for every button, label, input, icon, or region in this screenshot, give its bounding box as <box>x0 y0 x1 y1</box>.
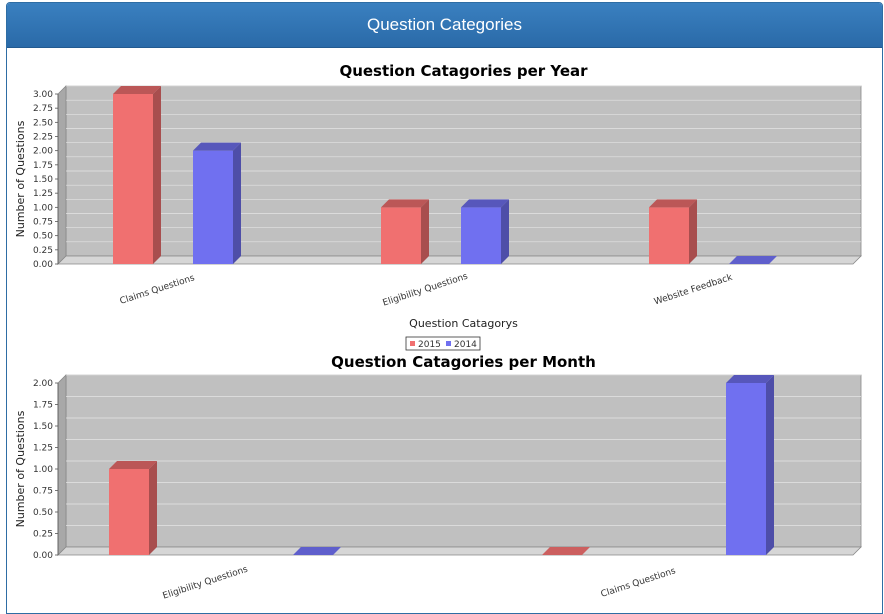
y-tick-label: 0.00 <box>33 260 53 270</box>
y-tick-label: 2.00 <box>33 147 53 157</box>
y-tick-label: 2.00 <box>33 379 53 389</box>
y-tick-label: 3.00 <box>33 90 53 100</box>
bar-2014-website-feedback <box>729 256 777 264</box>
bar-2015-eligibility-questions <box>109 461 157 555</box>
bar-top <box>193 142 241 151</box>
bar-2014-claims-questions <box>726 375 774 555</box>
bar-top <box>461 199 509 208</box>
chart-title: Question Catagories per Year <box>339 62 588 80</box>
bar-2014-eligibility-questions <box>461 199 509 264</box>
bar-side <box>689 199 697 264</box>
bar-top <box>381 199 429 208</box>
y-tick-label: 0.25 <box>33 246 53 256</box>
bar-2014-claims-questions <box>193 142 241 264</box>
bar-side <box>501 199 509 264</box>
y-tick-label: 1.50 <box>33 422 53 432</box>
legend: 2015 2014 <box>405 336 481 351</box>
y-tick-label: 0.50 <box>33 508 53 518</box>
bar-front <box>113 94 153 264</box>
y-tick-label: 0.50 <box>33 232 53 242</box>
plot-left-wall <box>57 85 67 265</box>
y-tick-label: 0.25 <box>33 530 53 540</box>
legend-swatch <box>410 341 415 346</box>
chart-2: Question Catagories per Month 0.00 0.25 0.5… <box>14 353 862 602</box>
bar-front <box>109 469 149 555</box>
plot-floor <box>57 546 862 556</box>
y-tick-label: 0.00 <box>33 551 53 561</box>
bar-zero <box>293 547 341 555</box>
bar-side <box>421 199 429 264</box>
y-tick-label: 2.75 <box>33 104 53 114</box>
y-tick-label: 1.75 <box>33 161 53 171</box>
bar-top <box>109 461 157 469</box>
category-label: Website Feedback <box>653 272 734 307</box>
legend-box <box>405 336 481 351</box>
y-tick-label: 1.00 <box>33 203 53 213</box>
bar-top <box>649 199 697 208</box>
legend-label: 2014 <box>454 340 477 350</box>
category-label: Eligibility Questions <box>382 272 470 309</box>
bar-side <box>153 86 161 264</box>
category-label: Claims Questions <box>119 273 197 307</box>
category-label: Claims Questions <box>600 566 678 600</box>
x-axis-label: Question Catagorys <box>409 317 518 330</box>
panel-title: Question Categories <box>7 3 882 48</box>
chart-1: Question Catagories per Year 0.00 0.25 0.50… <box>14 62 862 351</box>
bar-2015-claims-questions <box>113 86 161 264</box>
y-tick-label: 2.25 <box>33 133 53 143</box>
y-tick-label: 0.75 <box>33 218 53 228</box>
bar-side <box>766 375 774 555</box>
chart-title: Question Catagories per Month <box>331 353 596 371</box>
bar-front <box>381 207 421 264</box>
bar-front <box>461 207 501 264</box>
plot-left-wall <box>57 374 67 556</box>
bar-2015-website-feedback <box>649 199 697 264</box>
legend-swatch <box>446 341 451 346</box>
bar-front <box>193 150 233 264</box>
bar-2015-eligibility-questions <box>381 199 429 264</box>
y-tick-label: 1.50 <box>33 175 53 185</box>
bar-2014-eligibility-questions <box>293 547 341 555</box>
category-label: Eligibility Questions <box>162 565 250 602</box>
bar-side <box>233 142 241 264</box>
bar-top <box>113 86 161 94</box>
bar-zero <box>542 547 590 555</box>
bar-front <box>726 383 766 555</box>
y-tick-label: 1.00 <box>33 465 53 475</box>
bar-zero <box>729 256 777 264</box>
y-tick-label: 1.75 <box>33 401 53 411</box>
y-tick-label: 2.50 <box>33 118 53 128</box>
bar-2015-claims-questions <box>542 547 590 555</box>
y-tick-label: 0.75 <box>33 487 53 497</box>
y-tick-label: 1.25 <box>33 189 53 199</box>
y-axis-label: Number of Questions <box>14 120 27 237</box>
y-tick-label: 1.25 <box>33 444 53 454</box>
bar-side <box>149 461 157 555</box>
bar-top <box>726 375 774 383</box>
y-axis-label: Number of Questions <box>14 410 27 527</box>
bar-front <box>649 207 689 264</box>
legend-label: 2015 <box>418 340 441 350</box>
